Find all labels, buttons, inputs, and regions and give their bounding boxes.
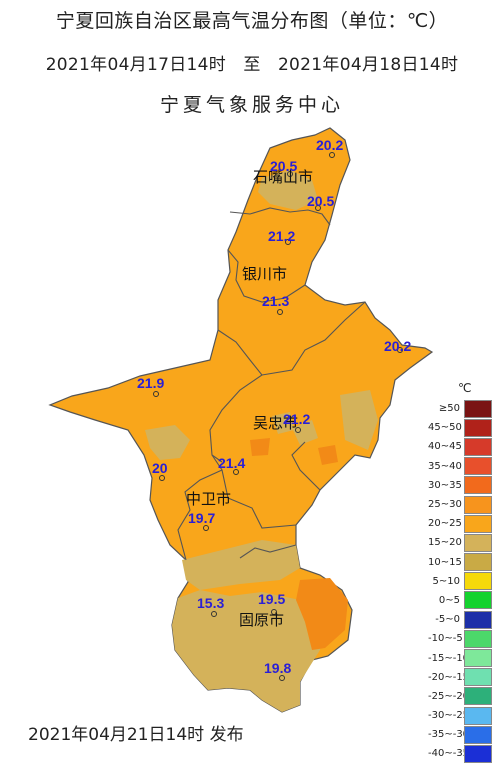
legend-swatch: [464, 629, 492, 648]
legend-item: -10~-5: [428, 629, 502, 648]
legend-item: -30~-25: [428, 706, 502, 725]
legend-item: -40~-35: [428, 744, 502, 763]
map-title: 宁夏回族自治区最高气温分布图（单位：℃）: [55, 10, 449, 32]
legend-swatch: [464, 687, 492, 706]
legend-swatch: [464, 457, 492, 476]
station-value: 21.9: [137, 375, 165, 391]
legend-swatch: [464, 418, 492, 437]
legend-swatch: [464, 399, 492, 418]
legend-swatch: [464, 649, 492, 668]
legend-item-label: 0~5: [438, 594, 460, 606]
legend-swatch: [464, 744, 492, 763]
warmer-zones: [250, 438, 348, 650]
station-value: 20.2: [316, 137, 344, 153]
legend-item-label: 45~50: [428, 422, 462, 434]
legend-swatch: [464, 610, 492, 629]
legend-swatch: [464, 706, 492, 725]
station-value: 21.4: [218, 455, 246, 471]
legend-item-label: ≥50: [438, 403, 460, 415]
legend-swatch: [464, 514, 492, 533]
station-value: 19.8: [264, 660, 292, 676]
station-value: 21.3: [262, 293, 290, 309]
legend-swatch: [464, 437, 492, 456]
color-legend: ℃ ≥50 45~50 40~45 35~40 30~35 25~30 20~25 15~20…: [428, 377, 502, 764]
city-guyuan: 固原市: [239, 611, 285, 629]
legend-item-label: 20~25: [428, 518, 462, 530]
legend-item: -25~-20: [428, 687, 502, 706]
time-period: 2021年04月17日14时 至 2021年04月18日14时: [45, 55, 459, 75]
legend-item: 45~50: [428, 418, 502, 437]
legend-item-label: -40~-35: [428, 748, 470, 760]
legend-item-label: -30~-25: [428, 710, 470, 722]
legend-swatch: [464, 476, 492, 495]
city-yinchuan: 银川市: [242, 265, 288, 283]
legend-item-label: 40~45: [428, 441, 462, 453]
legend-swatch: [464, 725, 492, 744]
legend-item: 30~35: [428, 476, 502, 495]
legend-swatch: [464, 572, 492, 591]
legend-item: -20~-15: [428, 668, 502, 687]
station-value: 20.5: [307, 193, 335, 209]
station-value: 19.7: [188, 510, 216, 526]
legend-item-label: -10~-5: [428, 633, 463, 645]
legend-item-label: -20~-15: [428, 671, 470, 683]
legend-swatch: [464, 495, 492, 514]
legend-swatch: [464, 591, 492, 610]
station-markers: [153, 152, 403, 681]
legend-item: -15~-10: [428, 648, 502, 668]
legend-item-label: -15~-10: [428, 652, 470, 664]
cooler-zones: [145, 170, 378, 712]
legend-item: 10~15: [428, 553, 502, 572]
legend-item-label: 30~35: [428, 479, 462, 491]
legend-item: 15~20: [428, 533, 502, 552]
legend-item: -5~0: [428, 610, 502, 629]
station-value: 19.5: [258, 591, 286, 607]
legend-item-label: -35~-30: [428, 729, 470, 741]
station-value: 21.2: [268, 228, 296, 244]
legend-item: ≥50: [428, 399, 502, 418]
issued-time: 2021年04月21日14时 发布: [28, 725, 244, 745]
legend-swatch: [464, 553, 492, 572]
legend-item-label: 35~40: [428, 460, 462, 472]
legend-item-label: 10~15: [428, 556, 462, 568]
legend-item: 5~10: [428, 572, 502, 591]
station-value: 20.2: [384, 338, 412, 354]
legend-unit: ℃: [458, 381, 472, 395]
legend-item: -35~-30: [428, 725, 502, 744]
legend-item: 40~45: [428, 437, 502, 456]
legend-swatch: [464, 668, 492, 687]
legend-item-label: -5~0: [435, 614, 460, 626]
legend-item-label: 15~20: [428, 537, 462, 549]
legend-item: 35~40: [428, 457, 502, 476]
legend-item: 20~25: [428, 514, 502, 533]
city-shizuishan: 石嘴山市: [253, 168, 314, 186]
city-zhongwei: 中卫市: [186, 490, 232, 508]
station-value: 20: [152, 460, 168, 476]
station-value: 21.2: [283, 411, 311, 427]
legend-item-label: 5~10: [432, 575, 460, 587]
station-value: 15.3: [197, 595, 225, 611]
admin-boundaries: [177, 207, 366, 561]
city-wuzhong: 吴忠市: [253, 414, 299, 432]
legend-item-label: 25~30: [428, 499, 462, 511]
station-value: 20.5: [270, 158, 298, 174]
legend-item: 25~30: [428, 495, 502, 514]
issuer-name: 宁夏气象服务中心: [159, 94, 344, 116]
legend-item: 0~5: [428, 591, 502, 610]
legend-swatch: [464, 533, 492, 552]
legend-item-label: -25~-20: [428, 690, 470, 702]
